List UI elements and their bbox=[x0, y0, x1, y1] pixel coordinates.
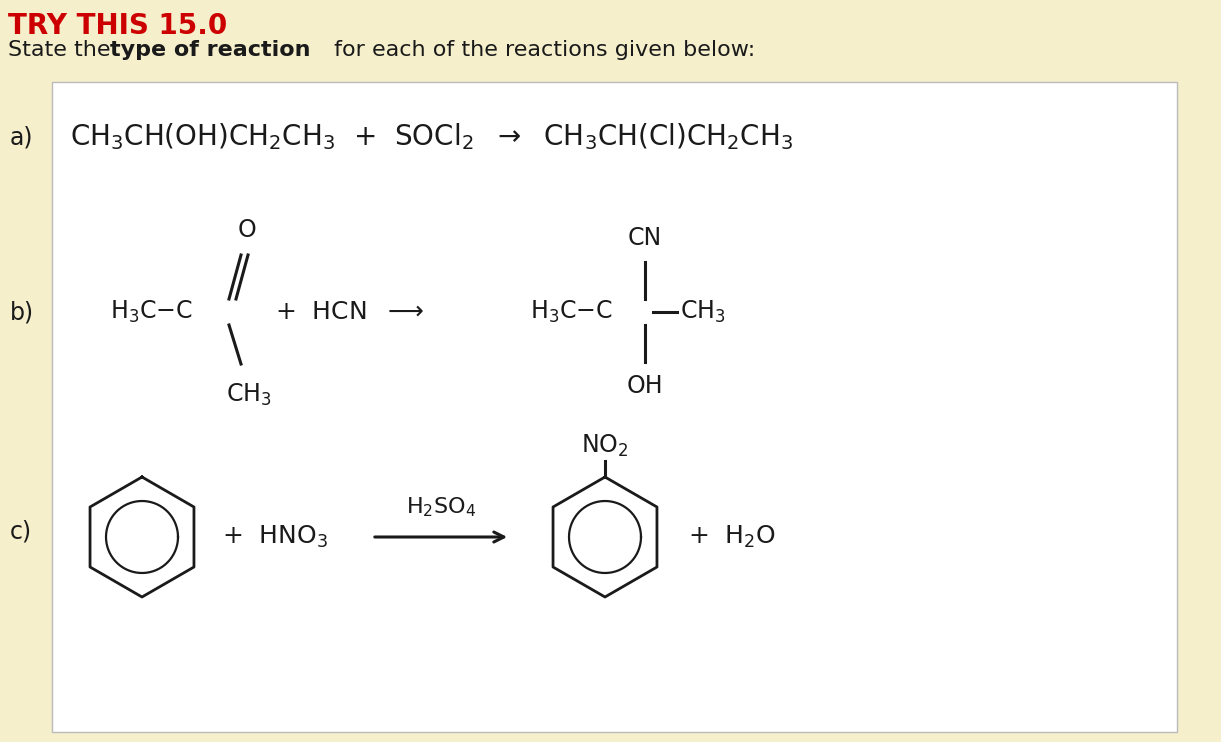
Text: TRY THIS 15.0: TRY THIS 15.0 bbox=[9, 12, 227, 40]
Text: H$_3$C$-$C: H$_3$C$-$C bbox=[530, 299, 613, 325]
Text: NO$_2$: NO$_2$ bbox=[581, 433, 629, 459]
Text: O: O bbox=[238, 218, 256, 242]
Text: CH$_3$: CH$_3$ bbox=[680, 299, 725, 325]
Text: type of reaction: type of reaction bbox=[110, 40, 310, 60]
Text: OH: OH bbox=[626, 374, 663, 398]
Text: c): c) bbox=[10, 520, 32, 544]
Text: H$_2$SO$_4$: H$_2$SO$_4$ bbox=[405, 496, 476, 519]
Text: $+$  HCN  $\longrightarrow$: $+$ HCN $\longrightarrow$ bbox=[275, 300, 424, 324]
Text: $+$  H$_2$O: $+$ H$_2$O bbox=[687, 524, 777, 550]
Text: State the: State the bbox=[9, 40, 117, 60]
Text: a): a) bbox=[10, 125, 33, 149]
Text: $+$  HNO$_3$: $+$ HNO$_3$ bbox=[222, 524, 328, 550]
Text: for each of the reactions given below:: for each of the reactions given below: bbox=[327, 40, 756, 60]
Text: CH$_3$: CH$_3$ bbox=[226, 382, 272, 408]
Text: CN: CN bbox=[628, 226, 662, 250]
Text: b): b) bbox=[10, 300, 34, 324]
Text: H$_3$C$-$C: H$_3$C$-$C bbox=[110, 299, 193, 325]
Text: CH$_3$CH(OH)CH$_2$CH$_3$  +  SOCl$_2$  $\rightarrow$  CH$_3$CH(Cl)CH$_2$CH$_3$: CH$_3$CH(OH)CH$_2$CH$_3$ + SOCl$_2$ $\ri… bbox=[70, 122, 794, 152]
FancyBboxPatch shape bbox=[53, 82, 1177, 732]
